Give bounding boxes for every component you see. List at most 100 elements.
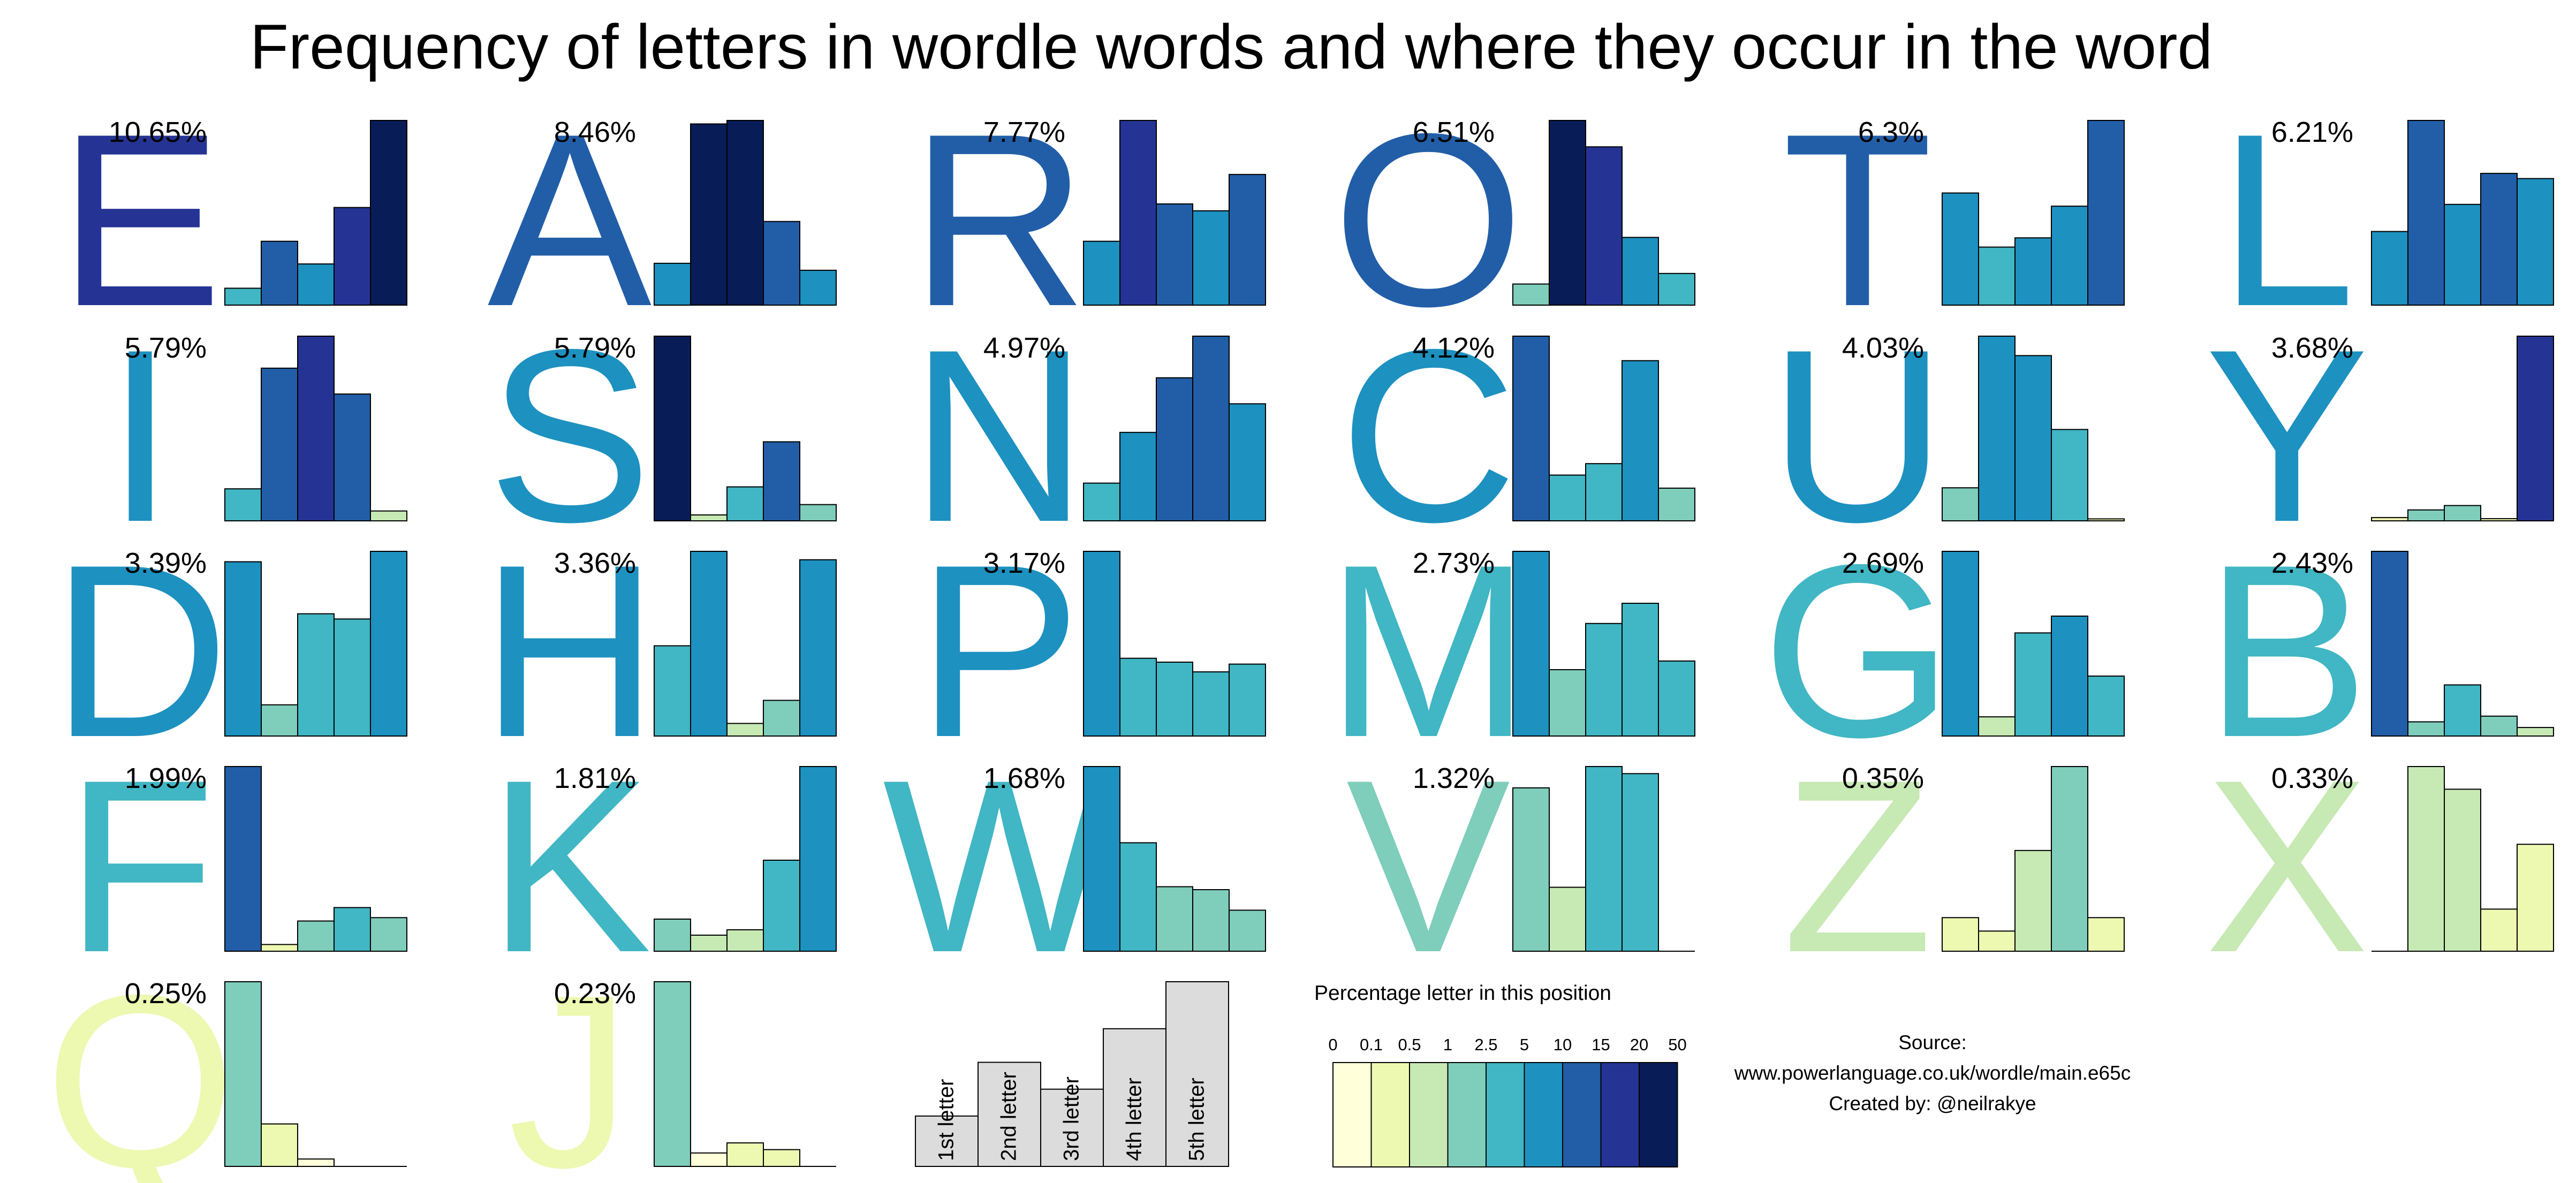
letter-panel-w: W1.68% <box>883 729 1266 1004</box>
letter-percentage: 2.73% <box>1413 547 1495 579</box>
position-bar-3 <box>1156 886 1193 952</box>
position-bar-1 <box>224 287 262 306</box>
position-bar-4 <box>334 618 371 737</box>
position-bar-3 <box>297 613 335 737</box>
letter-panel-m: M2.73% <box>1325 514 1695 788</box>
position-bar-1 <box>654 336 691 521</box>
legend-swatch <box>1600 1062 1640 1167</box>
position-bar-1 <box>1942 551 1979 737</box>
letter-percentage: 6.51% <box>1413 116 1495 148</box>
position-bar-2 <box>1978 246 2016 306</box>
position-bar-2 <box>2407 721 2445 737</box>
position-bar-5 <box>799 269 837 306</box>
source-label: Source: <box>1898 1032 1967 1053</box>
example-bar-4 <box>1103 1028 1166 1167</box>
position-bar-5 <box>1658 660 1695 737</box>
position-bar-2 <box>261 367 298 521</box>
position-bar-5 <box>2087 917 2125 952</box>
position-bar-2 <box>261 704 298 737</box>
letter-glyph: U <box>1769 299 1946 573</box>
letter-panel-d: D3.39% <box>51 514 407 788</box>
letter-panel-f: F1.99% <box>65 729 407 1004</box>
letter-glyph: Y <box>2205 299 2369 573</box>
letter-percentage: 4.03% <box>1842 332 1924 364</box>
letter-panel-u: U4.03% <box>1769 299 2125 573</box>
letter-percentage: 10.65% <box>109 116 207 148</box>
position-bar-3 <box>297 263 335 306</box>
letter-percentage: 5.79% <box>554 332 636 364</box>
example-bar-label: 4th letter <box>1123 1078 1146 1161</box>
letter-panel-n: N4.97% <box>910 299 1266 573</box>
legend-tick-label: 0.5 <box>1398 1035 1421 1054</box>
letter-glyph: W <box>883 729 1117 1004</box>
letter-panel-h: H3.36% <box>481 514 837 788</box>
position-bar-2 <box>1978 336 2016 521</box>
letter-glyph: F <box>65 729 216 1004</box>
position-bar-4 <box>763 1149 800 1167</box>
letter-glyph: T <box>1783 83 1933 358</box>
letter-glyph: Z <box>1783 729 1933 1004</box>
position-bar-2 <box>1119 120 1157 306</box>
letter-panels: E10.65% A8.46% R7.77% O6.51% T6.3% L6.21%I5.7… <box>44 83 2554 1183</box>
example-bar-2 <box>978 1061 1041 1167</box>
position-bar-1 <box>1942 192 1979 306</box>
position-bar-3 <box>1156 377 1193 521</box>
position-bar-4 <box>1622 603 1659 737</box>
position-bar-2 <box>261 944 298 952</box>
letter-glyph: D <box>51 514 229 788</box>
position-bar-5 <box>370 551 407 737</box>
example-bar-3 <box>1040 1088 1104 1167</box>
example-bar-label: 1st letter <box>935 1079 958 1161</box>
position-bar-3 <box>297 920 335 952</box>
letter-percentage: 7.77% <box>983 116 1065 148</box>
position-bar-1 <box>654 645 691 737</box>
position-bar-3 <box>2014 355 2052 521</box>
position-bar-1 <box>1512 551 1550 737</box>
legend-swatch <box>1332 1062 1372 1167</box>
position-bar-4 <box>1622 360 1659 521</box>
letter-percentage: 1.81% <box>554 762 636 794</box>
position-bar-2 <box>690 123 728 306</box>
position-bar-4 <box>2051 429 2088 521</box>
position-bar-2 <box>1119 431 1157 522</box>
position-bar-3 <box>297 1158 335 1167</box>
position-bar-4 <box>763 221 800 306</box>
position-bar-4 <box>2480 908 2518 952</box>
letter-glyph: X <box>2205 729 2369 1004</box>
position-bar-2 <box>1119 657 1157 737</box>
letter-glyph: A <box>488 83 653 358</box>
position-bar-1 <box>654 919 691 952</box>
position-bar-5 <box>2517 844 2554 952</box>
letter-glyph: R <box>910 83 1088 358</box>
position-bar-5 <box>1658 487 1695 521</box>
position-bar-1 <box>224 766 262 952</box>
letter-glyph: S <box>488 299 652 573</box>
position-bar-1 <box>224 561 262 737</box>
letter-percentage: 3.17% <box>983 547 1065 579</box>
position-bar-3 <box>1585 463 1623 522</box>
letter-panel-x: X0.33% <box>2205 729 2554 1004</box>
position-bar-2 <box>261 240 298 306</box>
letter-panel-r: R7.77% <box>910 83 1266 358</box>
position-bar-4 <box>2480 715 2518 737</box>
position-bar-1 <box>1083 240 1120 306</box>
letter-panel-y: Y3.68% <box>2205 299 2554 573</box>
position-bar-4 <box>2051 206 2088 306</box>
position-bar-2 <box>1119 842 1157 952</box>
position-bar-3 <box>726 723 764 737</box>
letter-panel-t: T6.3% <box>1783 83 2125 358</box>
letter-panel-o: O6.51% <box>1332 83 1695 358</box>
example-panel: 1st letter 2nd letter 3rd letter 4th letter… <box>915 981 1229 1167</box>
position-bar-1 <box>1083 766 1120 952</box>
position-bar-3 <box>1156 203 1193 306</box>
legend-tick-label: 15 <box>1592 1035 1610 1054</box>
position-bar-4 <box>334 393 371 521</box>
chart-title: Frequency of letters in wordle words and… <box>250 12 2213 82</box>
letter-panel-q: Q0.25% <box>44 944 407 1183</box>
legend-swatch <box>1409 1062 1449 1167</box>
position-bar-3 <box>726 1142 764 1167</box>
position-bar-5 <box>2517 178 2554 306</box>
source-note: Source: www.powerlanguage.co.uk/wordle/m… <box>1734 1032 2131 1114</box>
letter-glyph: V <box>1346 729 1512 1004</box>
